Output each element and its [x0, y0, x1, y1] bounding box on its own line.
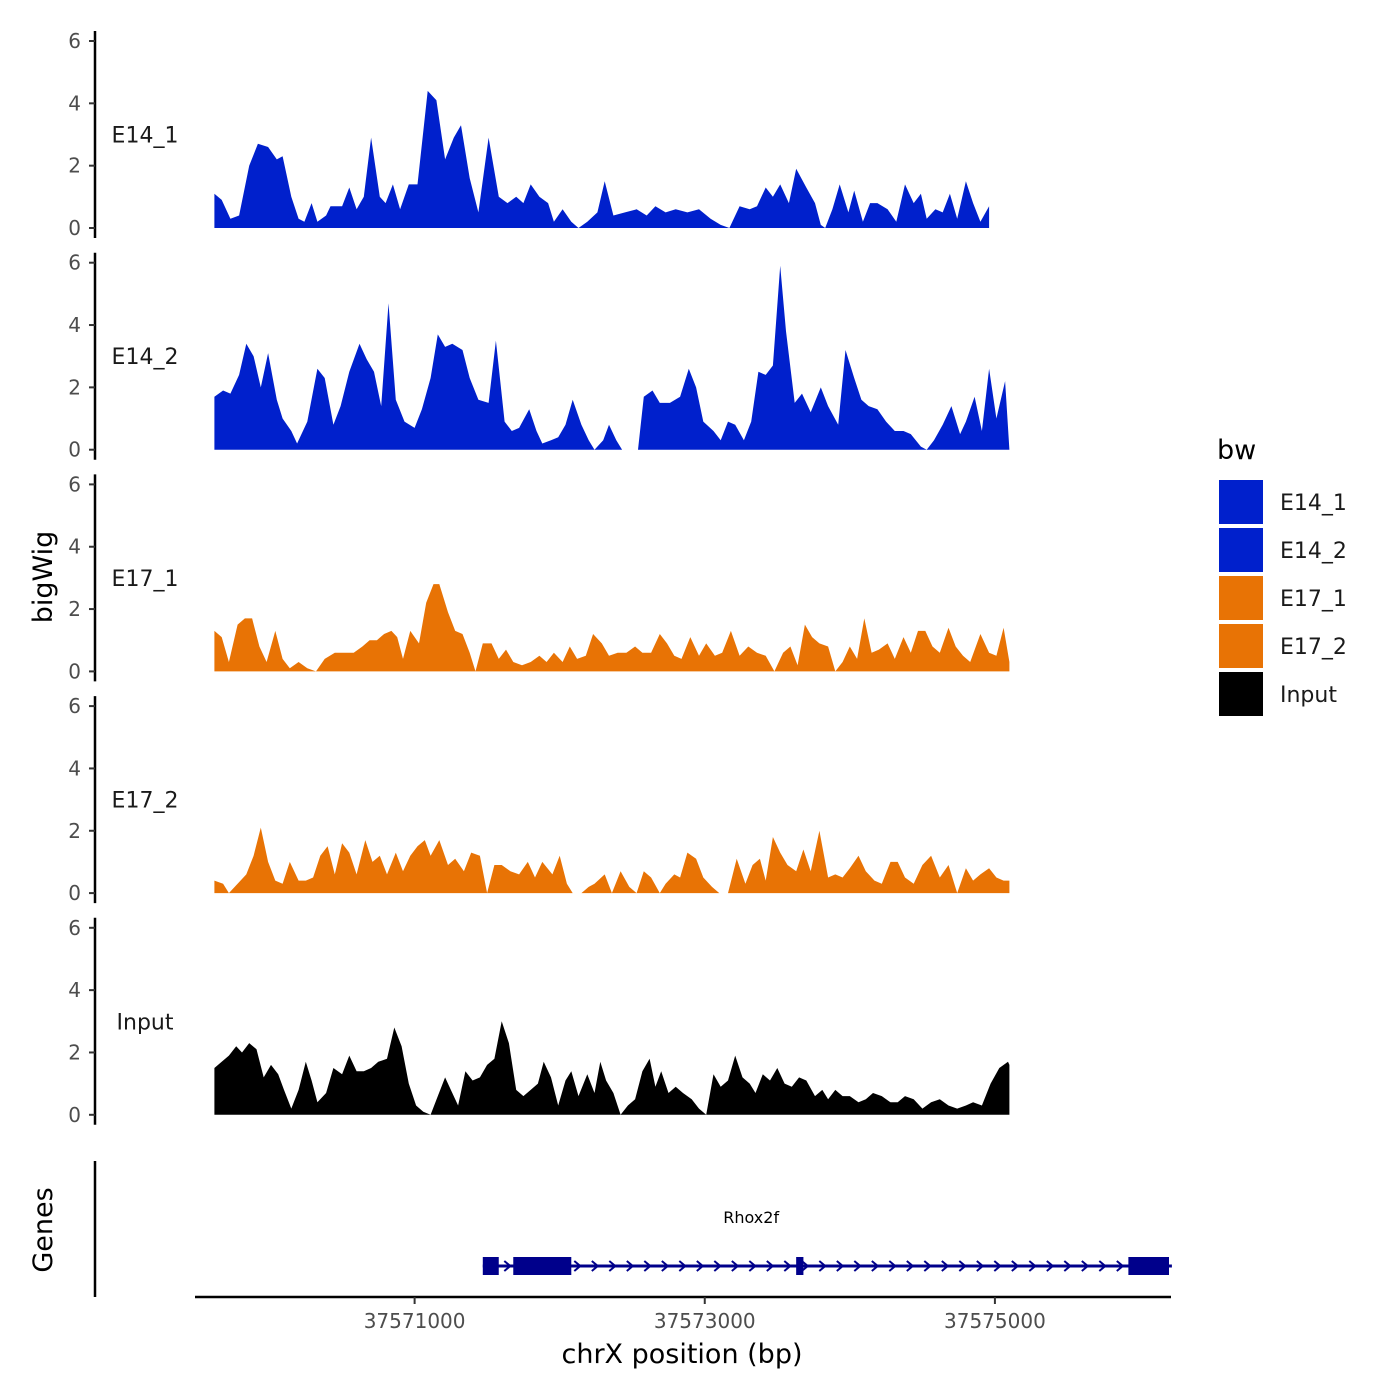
gene-name-label: Rhox2f	[723, 1208, 779, 1227]
x-tick-label: 37575000	[944, 1309, 1046, 1333]
y-tick-label: 4	[68, 978, 81, 1002]
y-tick-label: 6	[68, 251, 81, 275]
track-E14_1: 0 2 4 6 E14_1	[68, 29, 990, 240]
legend-key-Input	[1219, 672, 1263, 716]
y-tick-label: 2	[68, 375, 81, 399]
y-tick-label: 2	[68, 597, 81, 621]
y-tick-label: 6	[68, 916, 81, 940]
strand-arrow	[1046, 1260, 1055, 1272]
y-tick-label: 6	[68, 29, 81, 53]
gene-exon	[482, 1257, 499, 1275]
y-tick-label: 0	[68, 881, 81, 905]
strand-arrow	[1081, 1260, 1090, 1272]
x-axis-title: chrX position (bp)	[561, 1339, 802, 1370]
strand-arrow	[958, 1260, 967, 1272]
y-tick-label: 2	[68, 819, 81, 843]
track-E17_1: 0 2 4 6 E17_1	[68, 472, 1010, 683]
legend-key-E17_1	[1219, 576, 1263, 620]
strand-arrow	[783, 1260, 792, 1272]
track-label: E14_1	[112, 124, 179, 149]
strand-arrow	[1063, 1260, 1072, 1272]
strand-arrow	[591, 1260, 600, 1272]
legend: bw E14_1 E14_2 E17_1 E17_2 Input	[1217, 435, 1347, 716]
strand-arrow	[1011, 1260, 1020, 1272]
y-tick-label: 4	[68, 313, 81, 337]
track-label: E14_2	[112, 345, 179, 370]
strand-arrow	[678, 1260, 687, 1272]
gene-exon	[513, 1257, 572, 1275]
strand-arrow	[643, 1260, 652, 1272]
x-axis: 37571000 37573000 37575000	[195, 1295, 1171, 1333]
strand-arrow	[766, 1260, 775, 1272]
strand-arrow	[1116, 1260, 1125, 1272]
y-tick-label: 4	[68, 91, 81, 115]
strand-arrow	[993, 1260, 1002, 1272]
strand-arrow	[696, 1260, 705, 1272]
strand-arrow	[573, 1260, 582, 1272]
strand-arrow	[818, 1260, 827, 1272]
coverage-area-Input	[214, 1021, 1010, 1115]
legend-label: Input	[1280, 683, 1337, 708]
strand-arrow	[1098, 1260, 1107, 1272]
strand-arrow	[713, 1260, 722, 1272]
y-tick-label: 2	[68, 1040, 81, 1064]
genes-track: Rhox2f	[93, 1161, 1172, 1297]
legend-title: bw	[1217, 435, 1256, 466]
track-E17_2: 0 2 4 6 E17_2	[68, 694, 1010, 905]
strand-arrow	[503, 1260, 512, 1272]
track-label: E17_1	[112, 567, 179, 592]
legend-label: E17_1	[1280, 587, 1347, 612]
track-label: Input	[117, 1010, 174, 1035]
strand-arrow	[906, 1260, 915, 1272]
track-label: E17_2	[112, 789, 179, 814]
strand-arrow	[801, 1260, 810, 1272]
strand-arrow	[836, 1260, 845, 1272]
y-tick-label: 6	[68, 694, 81, 718]
x-tick-label: 37571000	[364, 1309, 466, 1333]
coverage-tracks: 0 2 4 6 E14_1 0 2 4 6 E14_2 0 2 4 6 E17_1 0 2 4 6 E17_2 0 2 4 6…	[68, 29, 1010, 1127]
strand-arrow	[923, 1260, 932, 1272]
strand-arrow	[731, 1260, 740, 1272]
y-tick-label: 0	[68, 216, 81, 240]
strand-arrow	[748, 1260, 757, 1272]
y-tick-label: 2	[68, 154, 81, 178]
y-tick-label: 6	[68, 472, 81, 496]
strand-arrow	[853, 1260, 862, 1272]
x-tick-label: 37573000	[654, 1309, 756, 1333]
legend-key-E17_2	[1219, 624, 1263, 668]
legend-key-E14_2	[1219, 528, 1263, 572]
y-tick-label: 0	[68, 659, 81, 683]
legend-label: E17_2	[1280, 635, 1347, 660]
strand-arrow	[888, 1260, 897, 1272]
strand-arrow	[661, 1260, 670, 1272]
coverage-area-E14_2	[214, 265, 1010, 450]
coverage-area-E17_1	[214, 584, 1010, 672]
y-tick-label: 4	[68, 756, 81, 780]
track-Input: 0 2 4 6 Input	[68, 916, 1010, 1127]
strand-arrow	[976, 1260, 985, 1272]
legend-label: E14_1	[1280, 491, 1347, 516]
gene-exon	[1128, 1257, 1169, 1275]
y-tick-label: 0	[68, 1103, 81, 1127]
genes-track-title: Genes	[28, 1187, 59, 1272]
gene-exon	[796, 1257, 804, 1275]
legend-key-E14_1	[1219, 480, 1263, 524]
track-E14_2: 0 2 4 6 E14_2	[68, 251, 1010, 462]
coverage-area-E14_1	[214, 90, 990, 229]
strand-arrow	[626, 1260, 635, 1272]
y-tick-label: 4	[68, 535, 81, 559]
coverage-area-E17_2	[214, 827, 1010, 894]
strand-arrow	[941, 1260, 950, 1272]
y-axis-title: bigWig	[28, 531, 59, 624]
strand-arrow	[608, 1260, 617, 1272]
strand-arrow	[871, 1260, 880, 1272]
y-tick-label: 0	[68, 438, 81, 462]
legend-label: E14_2	[1280, 539, 1347, 564]
strand-arrow	[1028, 1260, 1037, 1272]
